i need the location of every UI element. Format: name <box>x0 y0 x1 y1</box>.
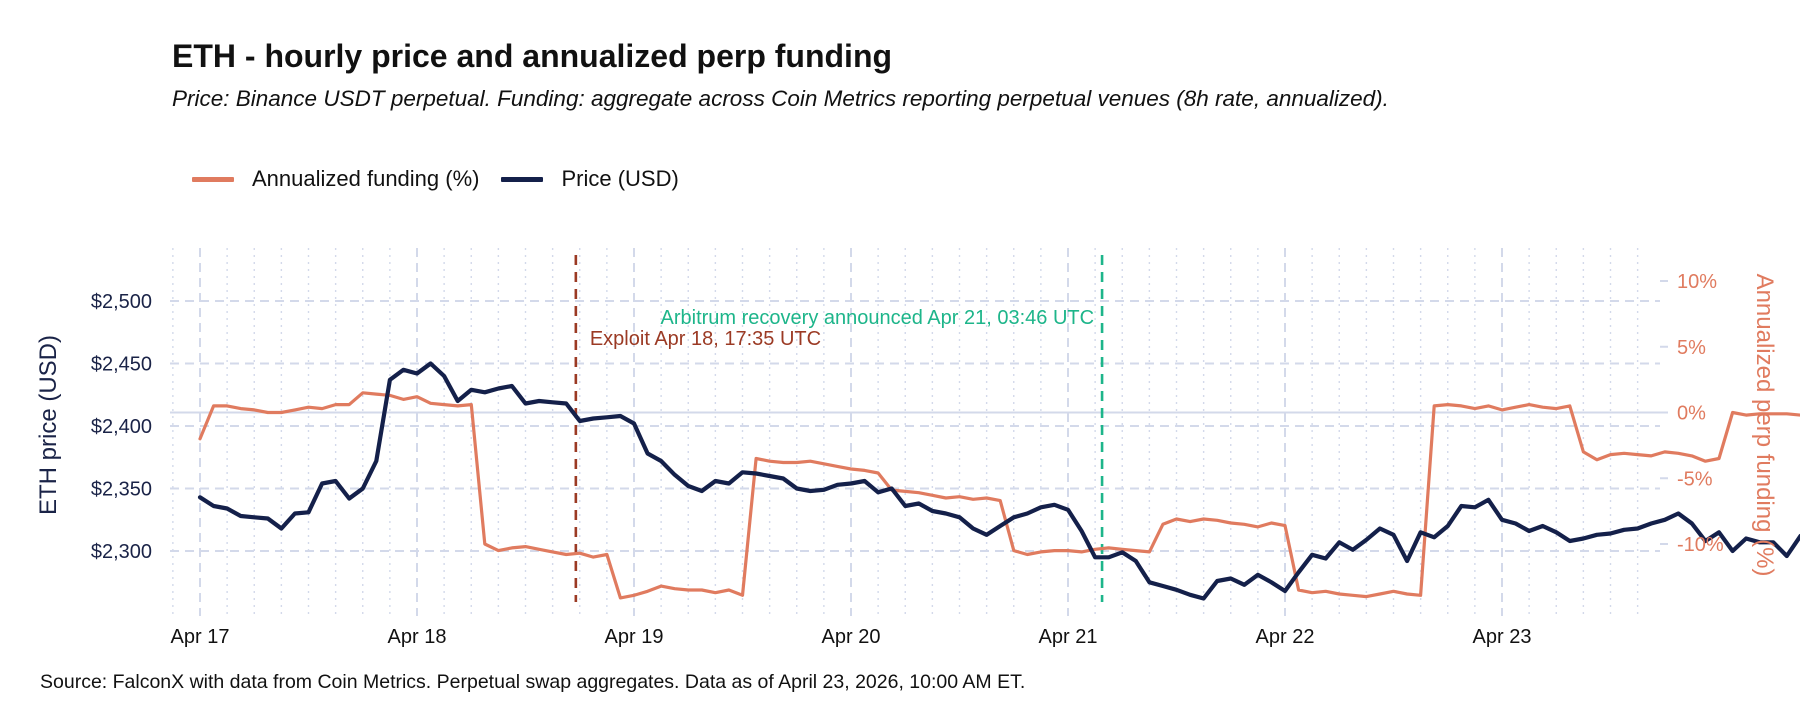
y-right-tick-label: 5% <box>1677 337 1706 359</box>
y-right-tick-label: -10% <box>1677 534 1724 556</box>
source-caption: Source: FalconX with data from Coin Metr… <box>40 671 1026 693</box>
x-tick-label: Apr 21 <box>1039 626 1098 648</box>
y-left-axis-title: ETH price (USD) <box>35 335 62 515</box>
event-markers <box>574 255 1104 602</box>
x-tick-label: Apr 22 <box>1256 626 1315 648</box>
y-left-tick-label: $2,350 <box>91 479 152 501</box>
legend-swatch-funding <box>192 176 234 182</box>
y-right-tick-label: -5% <box>1677 468 1713 490</box>
legend-item-funding: Annualized funding (%) <box>192 166 479 192</box>
x-tick-label: Apr 23 <box>1473 626 1532 648</box>
series-lines <box>197 361 1800 601</box>
chart-subtitle: Price: Binance USDT perpetual. Funding: … <box>172 86 1389 111</box>
grid <box>170 248 1668 616</box>
chart-title: ETH - hourly price and annualized perp f… <box>172 38 893 74</box>
legend-item-price: Price (USD) <box>501 166 679 192</box>
x-tick-label: Apr 19 <box>605 626 664 648</box>
event-label: Arbitrum recovery announced Apr 21, 03:4… <box>661 307 1095 329</box>
y-right-tick-label: 10% <box>1677 271 1717 293</box>
y-left-tick-label: $2,400 <box>91 416 152 438</box>
y-left-tick-label: $2,300 <box>91 541 152 563</box>
y-left-tick-label: $2,500 <box>91 291 152 313</box>
x-tick-label: Apr 20 <box>822 626 881 648</box>
legend-swatch-price <box>501 176 544 182</box>
y-right-axis-title: Annualized perp funding (%) <box>1751 274 1778 577</box>
event-label: Exploit Apr 18, 17:35 UTC <box>590 328 821 350</box>
legend-label-price: Price (USD) <box>561 166 679 191</box>
price-line <box>197 361 1800 601</box>
legend: Annualized funding (%) Price (USD) <box>192 166 701 192</box>
x-tick-label: Apr 18 <box>388 626 447 648</box>
y-right-tick-label: 0% <box>1677 403 1706 425</box>
y-left-tick-label: $2,450 <box>91 354 152 376</box>
x-tick-label: Apr 17 <box>171 626 230 648</box>
funding-line <box>198 391 1800 600</box>
legend-label-funding: Annualized funding (%) <box>252 166 480 191</box>
axis-labels: Apr 17 Apr 18 Apr 19 Apr 20 Apr 21 Apr 22 Apr … <box>35 271 1778 648</box>
